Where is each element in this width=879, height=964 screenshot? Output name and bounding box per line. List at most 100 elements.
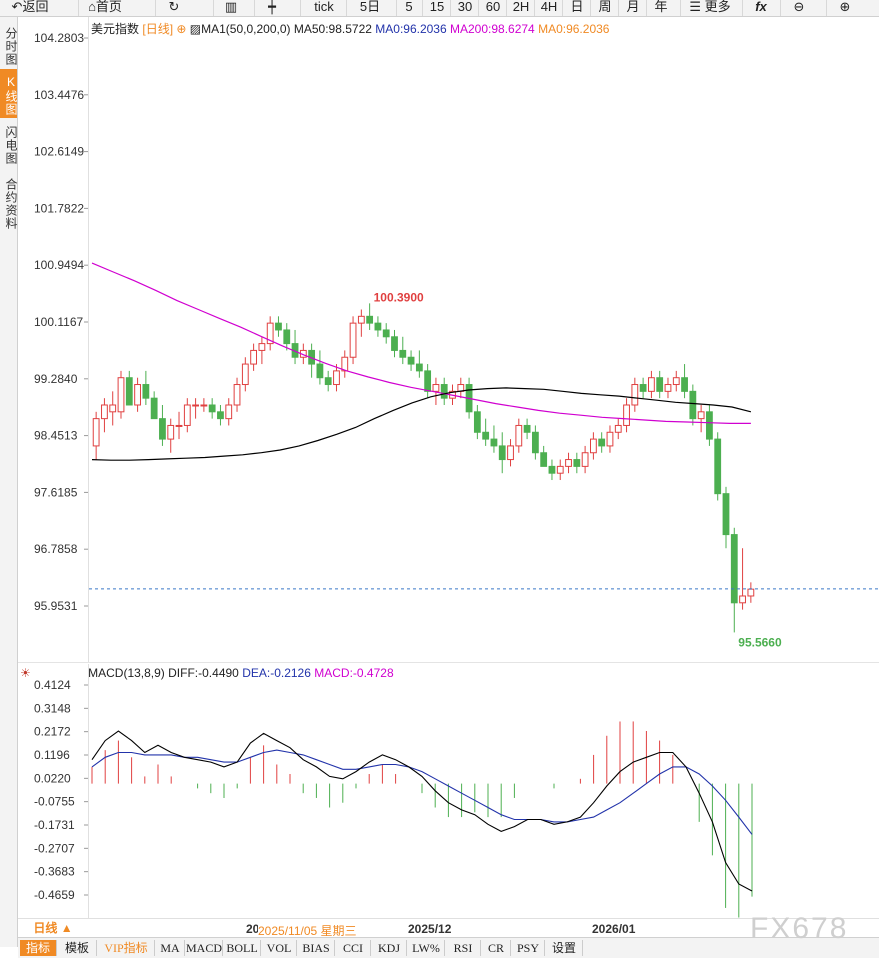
period-month-button[interactable]: 月 bbox=[618, 0, 647, 16]
period-15-button[interactable]: 15 bbox=[422, 0, 451, 16]
menu-icon: ☰ bbox=[689, 0, 701, 14]
macd-value: MACD:-0.4728 bbox=[314, 666, 394, 680]
tab-cr[interactable]: CR bbox=[482, 940, 511, 956]
candle-body bbox=[382, 329, 390, 338]
candle-body bbox=[507, 445, 514, 461]
period-5-button[interactable]: 5 bbox=[396, 0, 421, 16]
candle-body bbox=[606, 431, 614, 447]
candle-body bbox=[117, 377, 125, 413]
dea-line bbox=[91, 749, 753, 835]
candlestick-type-button[interactable]: ┿ bbox=[254, 0, 289, 16]
price-tick-label: 95.9531 bbox=[34, 599, 78, 613]
chart-type-button[interactable]: ▥ bbox=[213, 0, 248, 16]
candle-body bbox=[739, 595, 746, 604]
candle-body bbox=[523, 424, 531, 433]
price-tick-label: 96.7858 bbox=[34, 542, 78, 556]
candle-body bbox=[730, 534, 738, 604]
tab-vol[interactable]: VOL bbox=[262, 940, 297, 956]
home-button[interactable]: ⌂首页 bbox=[78, 0, 131, 16]
candle-body bbox=[357, 315, 365, 324]
tab-template[interactable]: 模板 bbox=[58, 940, 97, 956]
candle-body bbox=[432, 384, 440, 392]
indicator-settings-icon[interactable]: ☀ bbox=[20, 666, 31, 680]
tab-rsi[interactable]: RSI bbox=[446, 940, 481, 956]
period-60-button[interactable]: 60 bbox=[478, 0, 507, 16]
refresh-button[interactable]: ↻ bbox=[155, 0, 192, 16]
candle-body bbox=[192, 404, 199, 407]
candle-body bbox=[598, 438, 606, 447]
tab-bias[interactable]: BIAS bbox=[298, 940, 335, 956]
price-tick-label: 97.6185 bbox=[34, 485, 78, 499]
tab-lw[interactable]: LW% bbox=[408, 940, 445, 956]
high-price-label: 100.3900 bbox=[374, 290, 424, 304]
five-day-button[interactable]: 5日 bbox=[346, 0, 393, 16]
candle-body bbox=[308, 349, 316, 365]
candle-body bbox=[101, 404, 108, 420]
top-toolbar: ↶返回 ⌂首页 ↻ ▥ ┿ tick 5日 5 15 30 60 2H 4H 日… bbox=[0, 0, 879, 17]
period-4h-button[interactable]: 4H bbox=[534, 0, 563, 16]
tab-indicator[interactable]: 指标 bbox=[20, 940, 57, 956]
candle-body bbox=[134, 384, 141, 406]
more-button[interactable]: ☰ 更多 bbox=[680, 0, 739, 16]
candle-body bbox=[125, 377, 133, 406]
macd-tick-label: -0.1731 bbox=[34, 818, 75, 832]
tab-kdj[interactable]: KDJ bbox=[372, 940, 407, 956]
formula-button[interactable]: fx bbox=[742, 0, 779, 16]
macd-tick-label: 0.0220 bbox=[34, 771, 71, 785]
macd-tick-label: -0.0755 bbox=[34, 795, 75, 809]
zoom-out-button[interactable]: ⊖ bbox=[780, 0, 817, 16]
candle-body bbox=[672, 377, 680, 386]
candle-body bbox=[722, 493, 730, 536]
tab-macd[interactable]: MACD bbox=[186, 940, 223, 956]
back-button[interactable]: ↶返回 bbox=[11, 0, 49, 14]
candle-body bbox=[407, 356, 415, 365]
tab-psy[interactable]: PSY bbox=[512, 940, 545, 956]
candle-body bbox=[283, 329, 291, 345]
tab-cci[interactable]: CCI bbox=[336, 940, 371, 956]
period-toggle-button[interactable]: 日线 ▲ bbox=[33, 921, 73, 935]
candle-body bbox=[440, 384, 448, 399]
date-label-jan: 2026/01 bbox=[592, 922, 636, 936]
candle-body bbox=[747, 588, 755, 597]
candle-body bbox=[399, 349, 407, 358]
candle-body bbox=[258, 343, 266, 351]
period-year-button[interactable]: 年 bbox=[646, 0, 675, 16]
period-day-button[interactable]: 日 bbox=[562, 0, 591, 16]
candle-body bbox=[250, 349, 258, 365]
period-30-button[interactable]: 30 bbox=[450, 0, 479, 16]
tab-settings[interactable]: 设置 bbox=[546, 940, 583, 956]
candle-body bbox=[291, 343, 299, 358]
indicator-chart-icon: ▨ bbox=[189, 22, 202, 36]
tab-kline[interactable]: K线图 bbox=[0, 69, 18, 118]
period-2h-button[interactable]: 2H bbox=[506, 0, 535, 16]
period-label[interactable]: [日线] bbox=[142, 22, 174, 36]
indicator-tabbar: 指标 模板 VIP指标 MA MACD BOLL VOL BIAS CCI KD… bbox=[18, 937, 879, 958]
macd-tick-label: 0.2172 bbox=[34, 725, 71, 739]
back-arrow-icon: ↶ bbox=[11, 0, 23, 14]
tick-button[interactable]: tick bbox=[300, 0, 347, 16]
tab-flash[interactable]: 闪电图 bbox=[4, 125, 18, 165]
tab-boll[interactable]: BOLL bbox=[224, 940, 261, 956]
price-axis-line bbox=[88, 17, 89, 662]
price-tick-label: 102.6149 bbox=[34, 145, 84, 159]
candlestick-icon: ┿ bbox=[268, 0, 276, 14]
candle-body bbox=[266, 322, 274, 345]
macd-tick-label: -0.4659 bbox=[34, 888, 75, 902]
zoom-in-button[interactable]: ⊕ bbox=[826, 0, 863, 16]
tab-timeshare[interactable]: 分时图 bbox=[4, 26, 18, 66]
price-tick-label: 100.1167 bbox=[34, 315, 83, 329]
candle-body bbox=[142, 384, 150, 399]
candle-body bbox=[299, 349, 307, 358]
ma200-value: MA200:98.6274 bbox=[450, 22, 535, 36]
period-week-button[interactable]: 周 bbox=[590, 0, 619, 16]
tab-contract-info[interactable]: 合约资料 bbox=[4, 178, 18, 230]
tab-vip-indicator[interactable]: VIP指标 bbox=[98, 940, 155, 956]
date-label-dec: 2025/12 bbox=[408, 922, 452, 936]
candle-body bbox=[689, 390, 697, 420]
candle-body bbox=[415, 363, 423, 372]
macd-legend: ☀ MACD(13,8,9) DIFF:-0.4490 DEA:-0.2126 … bbox=[20, 666, 394, 680]
candle-body bbox=[391, 336, 398, 351]
macd-tick-label: 0.1196 bbox=[34, 748, 70, 762]
add-indicator-icon[interactable]: ⊕ bbox=[176, 22, 187, 36]
tab-ma[interactable]: MA bbox=[156, 940, 185, 956]
